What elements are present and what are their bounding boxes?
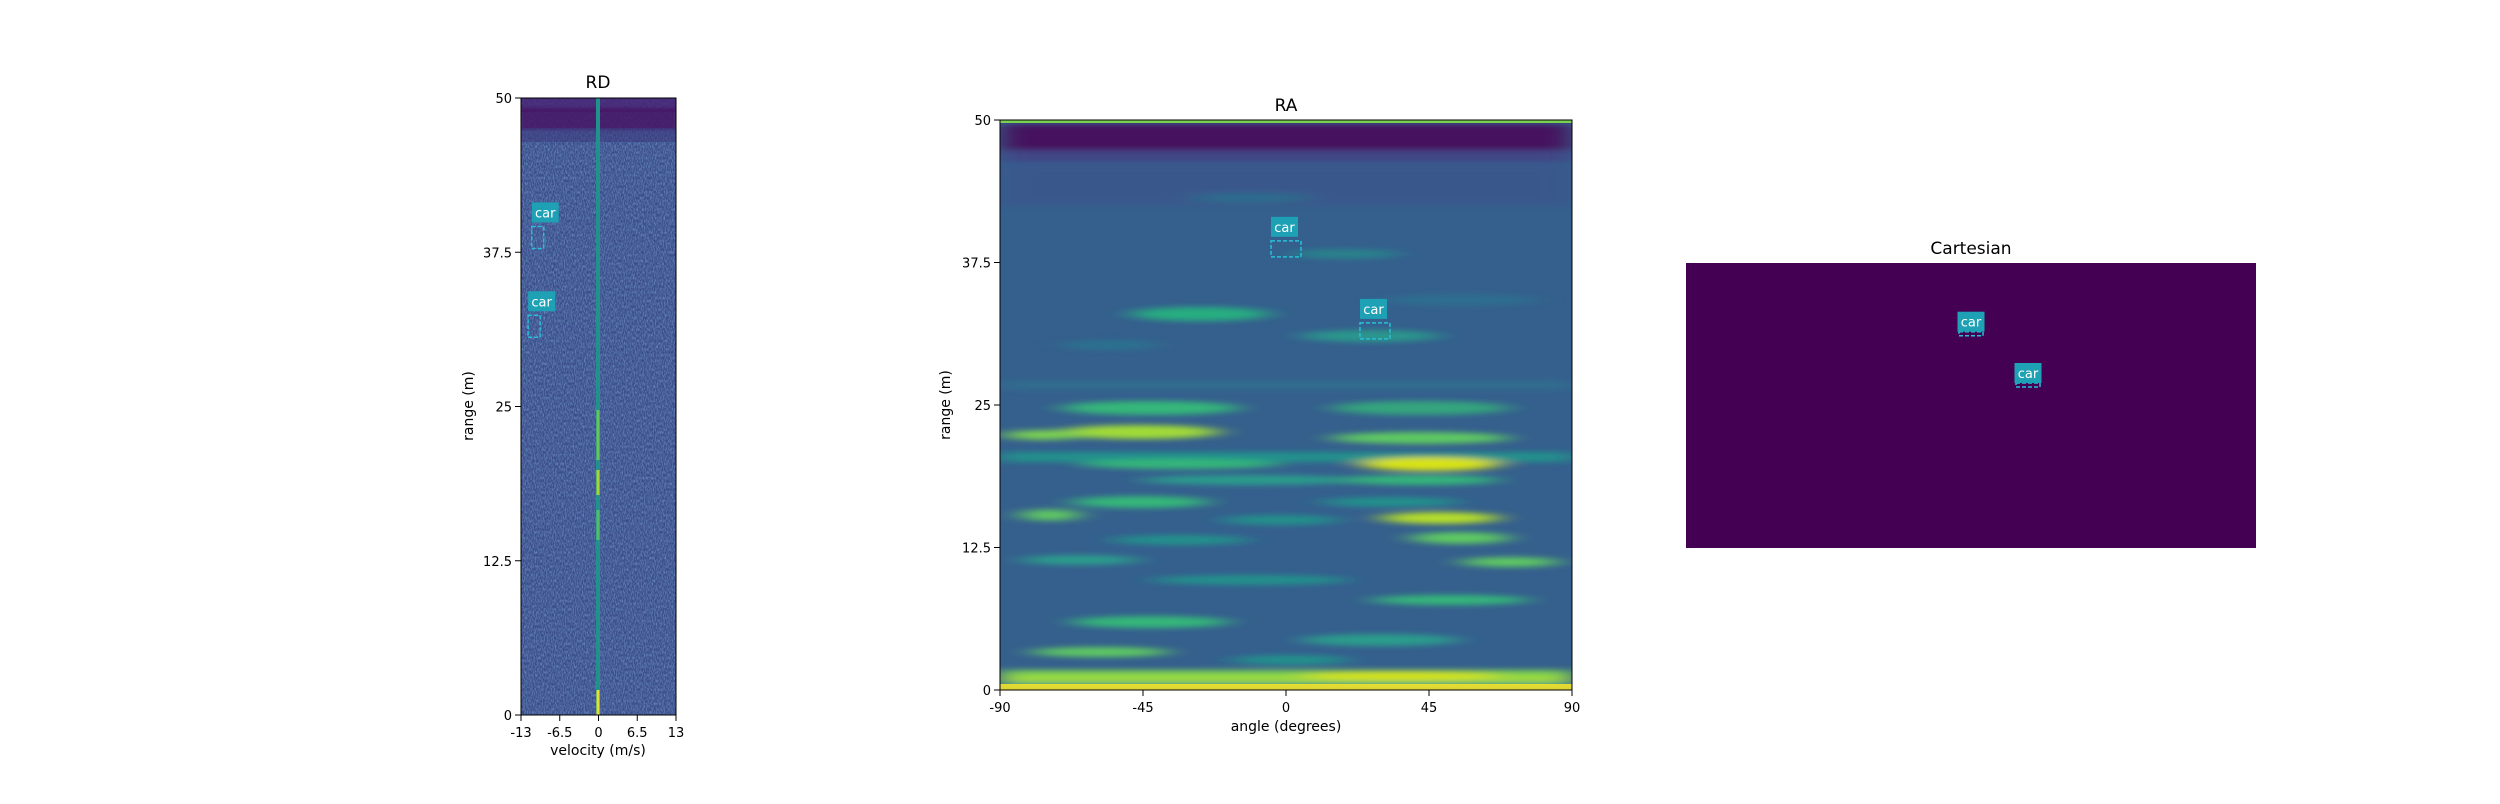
rd-y-tick-label: 37.5 (483, 246, 512, 261)
ra-detection-label: car (1274, 221, 1295, 236)
rd-detection-label-box (528, 291, 556, 312)
ra-y-tick-label: 50 (974, 114, 991, 129)
rd-x-axis-label: velocity (m/s) (550, 743, 646, 759)
rd-panel: RD car car -13 -6.5 0 6.5 13 0 12.5 25 37.5 50 ve… (461, 73, 684, 759)
ra-y-axis-label: range (m) (938, 370, 954, 440)
rd-detection-box (530, 225, 545, 250)
rd-x-tick-label: 6.5 (627, 726, 648, 741)
ra-panel: RA (938, 96, 1580, 735)
ra-x-tick-label: -90 (989, 701, 1010, 716)
ra-heatmap (1000, 120, 1572, 690)
ra-title: RA (1275, 96, 1298, 116)
ra-x-tick-label: -45 (1132, 701, 1153, 716)
rd-detection-label: car (535, 206, 556, 221)
ra-x-tick-label: 90 (1564, 701, 1581, 716)
rd-detection-label: car (531, 295, 552, 310)
cartesian-annotations: car car (1957, 311, 2042, 388)
ra-y-axis: 0 12.5 25 37.5 50 (962, 114, 1000, 699)
rd-annotations: car car (527, 202, 559, 339)
rd-y-axis-label: range (m) (461, 371, 477, 441)
ra-x-tick-label: 45 (1421, 701, 1438, 716)
rd-y-tick-label: 0 (504, 709, 512, 724)
rd-y-tick-label: 12.5 (483, 555, 512, 570)
cartesian-panel: Cartesian car car (1686, 239, 2256, 548)
ra-x-tick-label: 0 (1282, 701, 1290, 716)
ra-detection-label-box (1359, 298, 1387, 319)
rd-x-tick-label: -13 (510, 726, 531, 741)
rd-title: RD (586, 73, 611, 93)
cartesian-title: Cartesian (1930, 239, 2011, 259)
ra-detection-label-box (1271, 216, 1298, 237)
cartesian-heatmap (1686, 263, 2256, 548)
ra-y-tick-label: 12.5 (962, 542, 991, 557)
ra-y-tick-label: 25 (974, 399, 991, 414)
rd-x-tick-label: 13 (668, 726, 685, 741)
cartesian-detection-label: car (2018, 367, 2039, 382)
ra-x-axis: -90 -45 0 45 90 (989, 690, 1580, 716)
rd-y-tick-label: 25 (495, 401, 512, 416)
ra-x-axis-label: angle (degrees) (1231, 719, 1342, 735)
ra-y-tick-label: 0 (983, 684, 991, 699)
rd-x-tick-label: 0 (594, 726, 602, 741)
rd-heatmap (521, 98, 676, 715)
cartesian-detection-label-box (2014, 363, 2042, 383)
ra-detection-label: car (1363, 303, 1384, 318)
rd-y-tick-label: 50 (495, 92, 512, 107)
rd-y-axis: 0 12.5 25 37.5 50 (483, 92, 521, 724)
rd-x-axis: -13 -6.5 0 6.5 13 (510, 715, 684, 741)
ra-y-tick-label: 37.5 (962, 257, 991, 272)
rd-detection-label-box (531, 202, 559, 223)
cartesian-detection-label-box (1957, 311, 1985, 332)
ra-annotations: car car (1270, 216, 1391, 340)
rd-detection-box (527, 314, 541, 339)
ra-detection-box (1270, 240, 1302, 258)
rd-x-tick-label: -6.5 (547, 726, 572, 741)
ra-detection-box (1359, 322, 1391, 340)
cartesian-detection-label: car (1961, 316, 1982, 331)
